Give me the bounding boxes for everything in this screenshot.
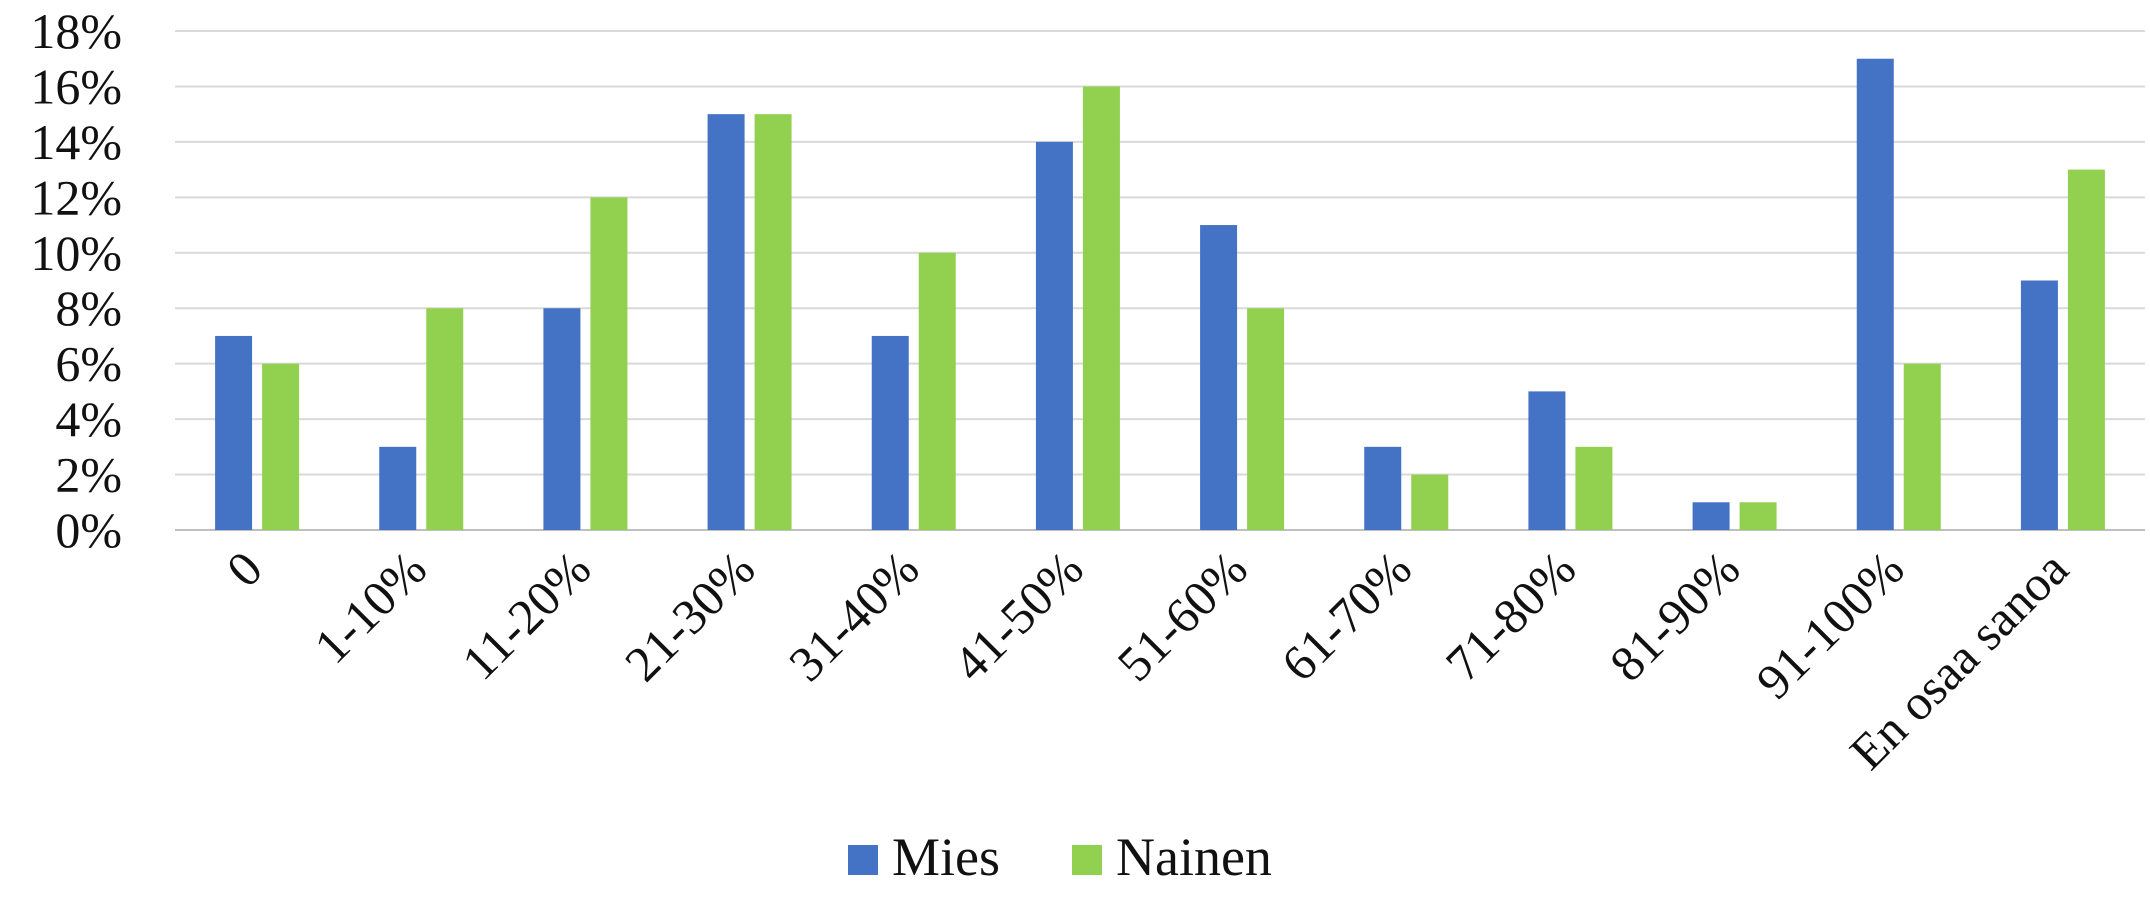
x-tick-label: 51-60% (1106, 540, 1258, 692)
y-tick-label: 12% (30, 169, 122, 225)
bars (215, 58, 2105, 531)
x-tick-label: 1-10% (303, 540, 437, 674)
bar-nainen-8 (1575, 446, 1613, 530)
bar-mies-3 (707, 114, 745, 531)
bar-mies-0 (215, 335, 253, 530)
bar-mies-4 (871, 335, 909, 530)
bar-mies-6 (1200, 225, 1238, 531)
bar-nainen-0 (262, 363, 300, 530)
legend: Mies Nainen (848, 827, 1272, 887)
x-tick-label: 0 (216, 540, 273, 597)
bar-nainen-6 (1247, 308, 1285, 530)
bar-nainen-9 (1739, 502, 1777, 530)
y-tick-label: 10% (30, 225, 122, 281)
bar-nainen-7 (1411, 474, 1449, 530)
y-tick-label: 18% (30, 3, 122, 59)
bar-mies-7 (1364, 446, 1402, 530)
x-tick-label: 21-30% (614, 540, 766, 692)
bar-mies-9 (1692, 502, 1730, 530)
y-tick-label: 8% (55, 280, 122, 336)
bar-mies-1 (379, 446, 417, 530)
x-tick-label: 31-40% (778, 540, 930, 692)
x-tick-label: 61-70% (1270, 540, 1422, 692)
bar-nainen-11 (2067, 169, 2105, 530)
legend-label-mies: Mies (892, 827, 1000, 887)
bar-mies-11 (2020, 280, 2058, 530)
bar-nainen-3 (754, 114, 792, 531)
x-tick-label: 71-80% (1435, 540, 1587, 692)
bar-mies-10 (1856, 58, 1894, 530)
gridlines (175, 30, 2145, 531)
bar-nainen-2 (590, 197, 628, 531)
y-tick-label: 4% (55, 391, 122, 447)
y-tick-label: 0% (55, 502, 122, 558)
bar-nainen-5 (1082, 86, 1120, 530)
bar-nainen-1 (426, 308, 464, 530)
y-tick-label: 14% (30, 114, 122, 170)
bar-mies-5 (1035, 141, 1073, 530)
x-tick-label: 91-100% (1745, 540, 1914, 709)
x-tick-label: 81-90% (1599, 540, 1751, 692)
legend-swatch-mies (848, 845, 878, 875)
bar-nainen-4 (918, 252, 956, 530)
y-tick-label: 2% (55, 447, 122, 503)
y-axis-ticks: 0%2%4%6%8%10%12%14%16%18% (30, 3, 122, 558)
legend-swatch-nainen (1072, 845, 1102, 875)
bar-nainen-10 (1903, 363, 1941, 530)
bar-mies-8 (1528, 391, 1566, 530)
x-tick-label: 11-20% (451, 540, 601, 690)
bar-mies-2 (543, 308, 581, 530)
y-tick-label: 16% (30, 58, 122, 114)
y-tick-label: 6% (55, 336, 122, 392)
legend-label-nainen: Nainen (1116, 827, 1272, 887)
x-axis-ticks: 0 1-10% 11-20% 21-30% 31-40% 41-50% 51-60% 61-7… (216, 540, 2079, 780)
x-tick-label: 41-50% (942, 540, 1094, 692)
